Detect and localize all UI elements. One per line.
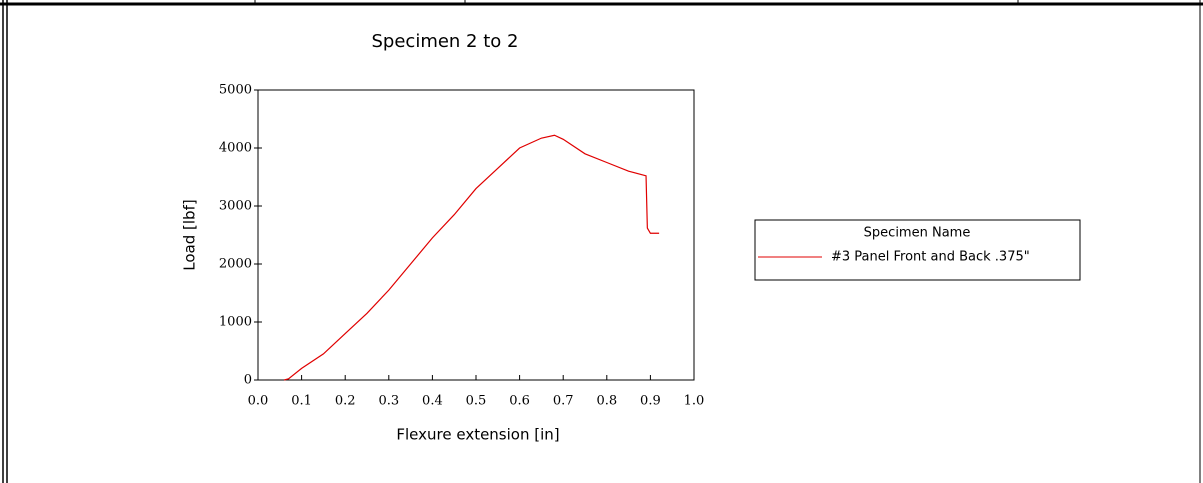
x-axis-label: Flexure extension [in] bbox=[396, 426, 559, 444]
x-tick-label: 0.5 bbox=[466, 394, 487, 409]
legend-title: Specimen Name bbox=[864, 226, 971, 241]
y-tick-label: 0 bbox=[244, 373, 252, 388]
x-tick-label: 0.6 bbox=[509, 394, 530, 409]
chart-title: Specimen 2 to 2 bbox=[372, 31, 519, 52]
data-line bbox=[284, 134, 660, 381]
x-tick-label: 0.8 bbox=[596, 394, 617, 409]
y-tick-label: 4000 bbox=[219, 141, 252, 156]
x-tick-label: 0.7 bbox=[553, 394, 574, 409]
x-tick-label: 0.2 bbox=[335, 394, 356, 409]
x-tick-label: 0.1 bbox=[291, 394, 312, 409]
x-tick-label: 0.3 bbox=[378, 394, 399, 409]
legend bbox=[754, 219, 1081, 281]
x-tick-label: 0.0 bbox=[248, 394, 269, 409]
y-tick-label: 5000 bbox=[219, 83, 252, 98]
plot-frame bbox=[257, 89, 695, 381]
y-tick-label: 1000 bbox=[219, 315, 252, 330]
x-tick-label: 0.4 bbox=[422, 394, 443, 409]
y-axis-label: Load [lbf] bbox=[181, 199, 199, 270]
legend-label: #3 Panel Front and Back .375" bbox=[831, 250, 1030, 265]
x-tick-label: 0.9 bbox=[640, 394, 661, 409]
x-tick-label: 1.0 bbox=[684, 394, 705, 409]
y-tick-label: 2000 bbox=[219, 257, 252, 272]
y-tick-label: 3000 bbox=[219, 199, 252, 214]
